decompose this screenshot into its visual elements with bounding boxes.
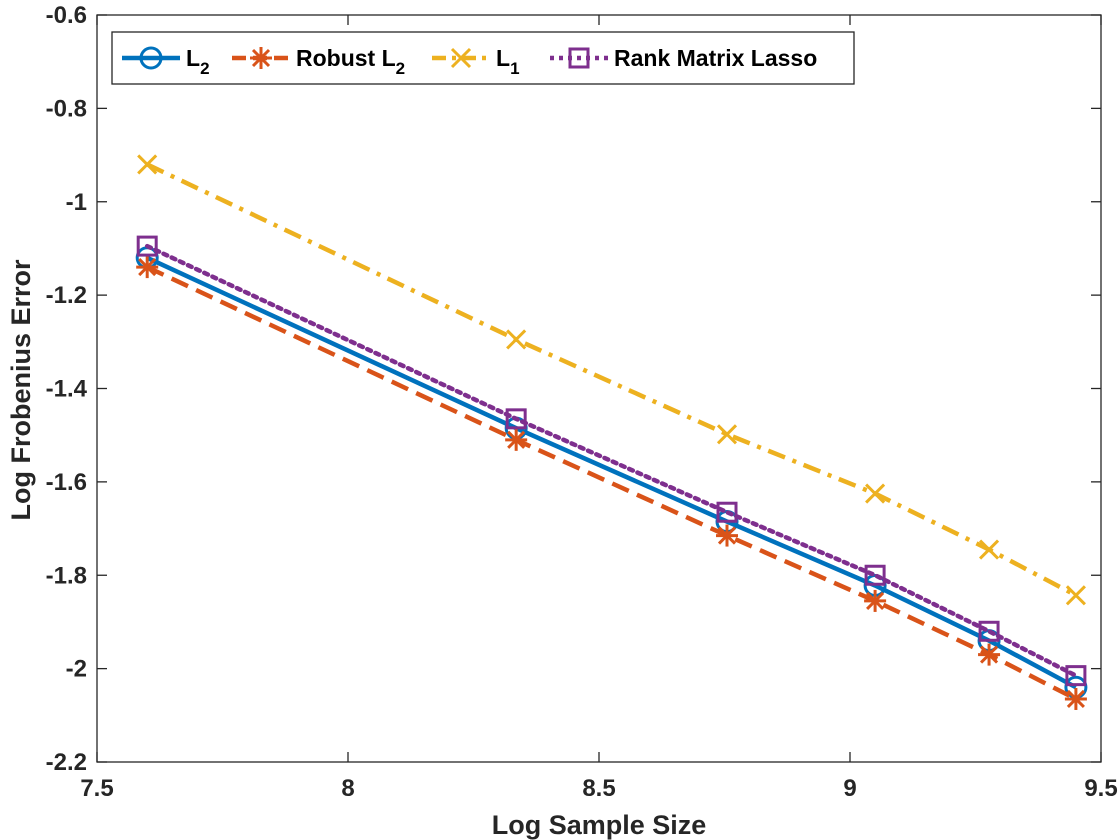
legend-item: Rank Matrix Lasso (550, 45, 817, 71)
asterisk-marker (136, 256, 159, 279)
square-marker (136, 235, 158, 257)
asterisk-marker (716, 524, 739, 547)
x-marker (1065, 585, 1086, 606)
square-marker (505, 408, 527, 430)
square-marker (1065, 665, 1087, 687)
legend-label-text: Rank Matrix Lasso (614, 45, 817, 71)
asterisk-marker (250, 47, 272, 69)
legend-label-text: L (496, 45, 510, 71)
y-tick-label: -2 (66, 656, 87, 683)
series-2 (136, 256, 1087, 710)
square-marker (978, 620, 1000, 642)
x-tick-label: 7.5 (80, 775, 113, 802)
legend-label-text: L (186, 45, 200, 71)
square-marker (864, 564, 886, 586)
y-tick-label: -0.6 (46, 2, 87, 29)
series-line (144, 243, 1079, 678)
x-tick-label: 8.5 (582, 775, 615, 802)
x-marker (716, 424, 738, 445)
legend-label: Rank Matrix Lasso (614, 45, 817, 71)
x-marker (137, 154, 158, 175)
legend-item: L1 (432, 45, 520, 78)
asterisk-marker (978, 643, 1001, 666)
y-tick-label: -1.4 (46, 376, 88, 403)
series-line (146, 265, 1077, 701)
series-group (135, 154, 1088, 710)
series-line (146, 255, 1077, 690)
series-3 (137, 154, 1086, 606)
asterisk-marker (505, 428, 528, 451)
square-marker (716, 501, 738, 523)
y-tick-label: -1.6 (46, 469, 87, 496)
legend-label: L2 (186, 45, 210, 78)
y-tick-label: -1.2 (46, 282, 87, 309)
y-axis-label: Log Frobenius Error (6, 259, 36, 521)
x-marker (978, 539, 1000, 560)
x-axis-label: Log Sample Size (492, 810, 707, 840)
legend-label-subscript: 2 (200, 59, 209, 78)
y-tick-label: -2.2 (46, 749, 87, 776)
x-marker (450, 47, 472, 69)
legend-label-text: Robust L (296, 45, 396, 71)
plot-area (96, 14, 1102, 763)
legend: L2 Robust L2 L1 Rank Matrix Lasso (111, 31, 855, 85)
asterisk-marker (1064, 687, 1087, 710)
axes: 7.5 8 8.5 9 9.5 -2.2 -2 -1.8 -1.6 -1.4 -1.2 -1 -0.8 -… (46, 2, 1118, 802)
y-tick-label: -1.8 (46, 562, 87, 589)
x-marker (865, 483, 886, 504)
legend-item: Robust L2 (232, 45, 405, 78)
square-marker (568, 47, 590, 69)
legend-label: L1 (496, 45, 520, 78)
legend-item: L2 (122, 45, 210, 78)
legend-label-subscript: 1 (510, 59, 519, 78)
series-4 (136, 235, 1087, 687)
x-tick-label: 9 (843, 775, 856, 802)
x-tick-label: 9.5 (1084, 775, 1117, 802)
x-marker (506, 329, 527, 350)
asterisk-marker (864, 589, 887, 612)
y-tick-label: -0.8 (46, 95, 87, 122)
circle-marker (139, 46, 163, 70)
y-tick-label: -1 (66, 189, 87, 216)
legend-label: Robust L2 (296, 45, 405, 78)
legend-label-subscript: 2 (396, 59, 405, 78)
x-tick-label: 8 (341, 775, 354, 802)
